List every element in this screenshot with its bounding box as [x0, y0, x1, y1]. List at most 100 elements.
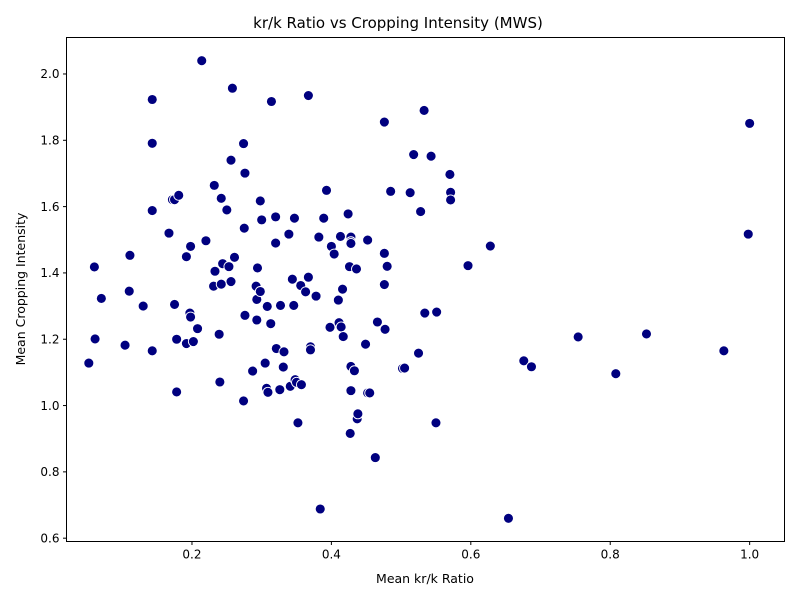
data-point — [641, 328, 652, 340]
data-point — [415, 206, 427, 218]
x-tick-label: 0.8 — [601, 548, 620, 562]
data-point — [146, 345, 158, 357]
data-point — [261, 300, 273, 312]
data-point — [171, 386, 183, 398]
data-point — [321, 184, 332, 196]
data-point — [192, 323, 204, 335]
data-point — [385, 185, 397, 197]
data-point — [213, 328, 225, 340]
data-point — [119, 339, 131, 351]
data-point — [137, 300, 149, 312]
data-point — [503, 512, 514, 524]
data-point — [83, 357, 95, 369]
data-point — [342, 208, 354, 220]
data-point — [196, 55, 208, 67]
data-point — [292, 417, 304, 429]
data-point — [445, 194, 457, 206]
data-point — [324, 321, 336, 333]
data-point — [185, 311, 197, 323]
data-point — [215, 192, 227, 204]
data-point — [262, 386, 274, 398]
data-point — [337, 283, 348, 295]
data-point — [270, 211, 282, 223]
data-point — [274, 384, 286, 396]
data-point — [360, 338, 371, 350]
data-point — [378, 116, 390, 128]
y-tick-label: 1.0 — [40, 399, 59, 413]
data-point — [335, 230, 346, 242]
data-point — [278, 346, 290, 358]
data-point — [209, 265, 221, 277]
data-point — [348, 365, 360, 377]
data-point — [229, 251, 240, 263]
data-point — [238, 138, 250, 150]
data-point — [265, 96, 277, 107]
data-point — [302, 271, 314, 283]
data-point — [572, 331, 584, 343]
data-point — [484, 240, 496, 252]
data-point — [200, 235, 212, 247]
data-point — [418, 104, 430, 116]
data-point — [362, 234, 374, 246]
data-point — [238, 395, 250, 407]
data-point — [146, 94, 158, 105]
data-point — [518, 355, 530, 367]
y-tick-label: 0.6 — [40, 531, 59, 545]
x-tick-label: 0.6 — [461, 548, 480, 562]
x-tick-label: 0.2 — [182, 548, 201, 562]
data-point — [345, 237, 357, 249]
data-point — [345, 385, 357, 397]
x-tick-label: 0.4 — [322, 548, 341, 562]
data-point — [742, 228, 754, 240]
data-point — [295, 379, 307, 391]
data-point — [215, 278, 227, 290]
y-tick-label: 1.2 — [40, 332, 59, 346]
data-point — [171, 333, 183, 345]
data-point — [318, 212, 330, 224]
data-point — [314, 503, 326, 515]
data-point — [744, 117, 756, 129]
data-point — [208, 179, 220, 191]
data-point — [378, 247, 390, 259]
y-tick-label: 0.8 — [40, 465, 59, 479]
data-point — [88, 261, 100, 273]
data-point — [95, 293, 107, 304]
plot-frame — [66, 37, 785, 542]
chart-title: kr/k Ratio vs Cropping Intensity (MWS) — [253, 14, 543, 32]
data-point — [404, 187, 416, 199]
y-tick-label: 1.6 — [40, 200, 59, 214]
data-point — [419, 307, 431, 319]
x-tick-label: 1.0 — [740, 548, 759, 562]
data-point — [270, 237, 282, 249]
data-point — [332, 294, 344, 306]
x-axis: 0.2 0.4 0.6 0.8 1.0 — [182, 541, 759, 562]
data-point — [225, 276, 237, 287]
data-point — [277, 361, 289, 373]
data-point — [337, 331, 349, 343]
data-point — [238, 222, 250, 234]
data-point — [462, 260, 474, 272]
data-point — [221, 204, 233, 216]
data-point — [251, 314, 263, 326]
y-tick-label: 1.8 — [40, 133, 59, 147]
data-point — [214, 376, 226, 388]
data-point — [718, 345, 730, 357]
data-point — [239, 309, 251, 321]
data-point — [399, 362, 411, 374]
data-point — [124, 249, 136, 261]
data-point — [351, 263, 362, 275]
data-point — [369, 452, 381, 464]
x-axis-label: Mean kr/k Ratio — [376, 571, 474, 586]
data-points — [83, 55, 756, 524]
data-point — [275, 299, 286, 311]
data-point — [364, 387, 376, 399]
data-point — [169, 298, 181, 310]
data-point — [371, 316, 383, 328]
data-point — [239, 167, 251, 179]
data-point — [305, 344, 316, 356]
data-point — [247, 365, 259, 377]
data-point — [378, 279, 390, 290]
data-point — [254, 195, 266, 207]
data-point — [300, 286, 312, 298]
